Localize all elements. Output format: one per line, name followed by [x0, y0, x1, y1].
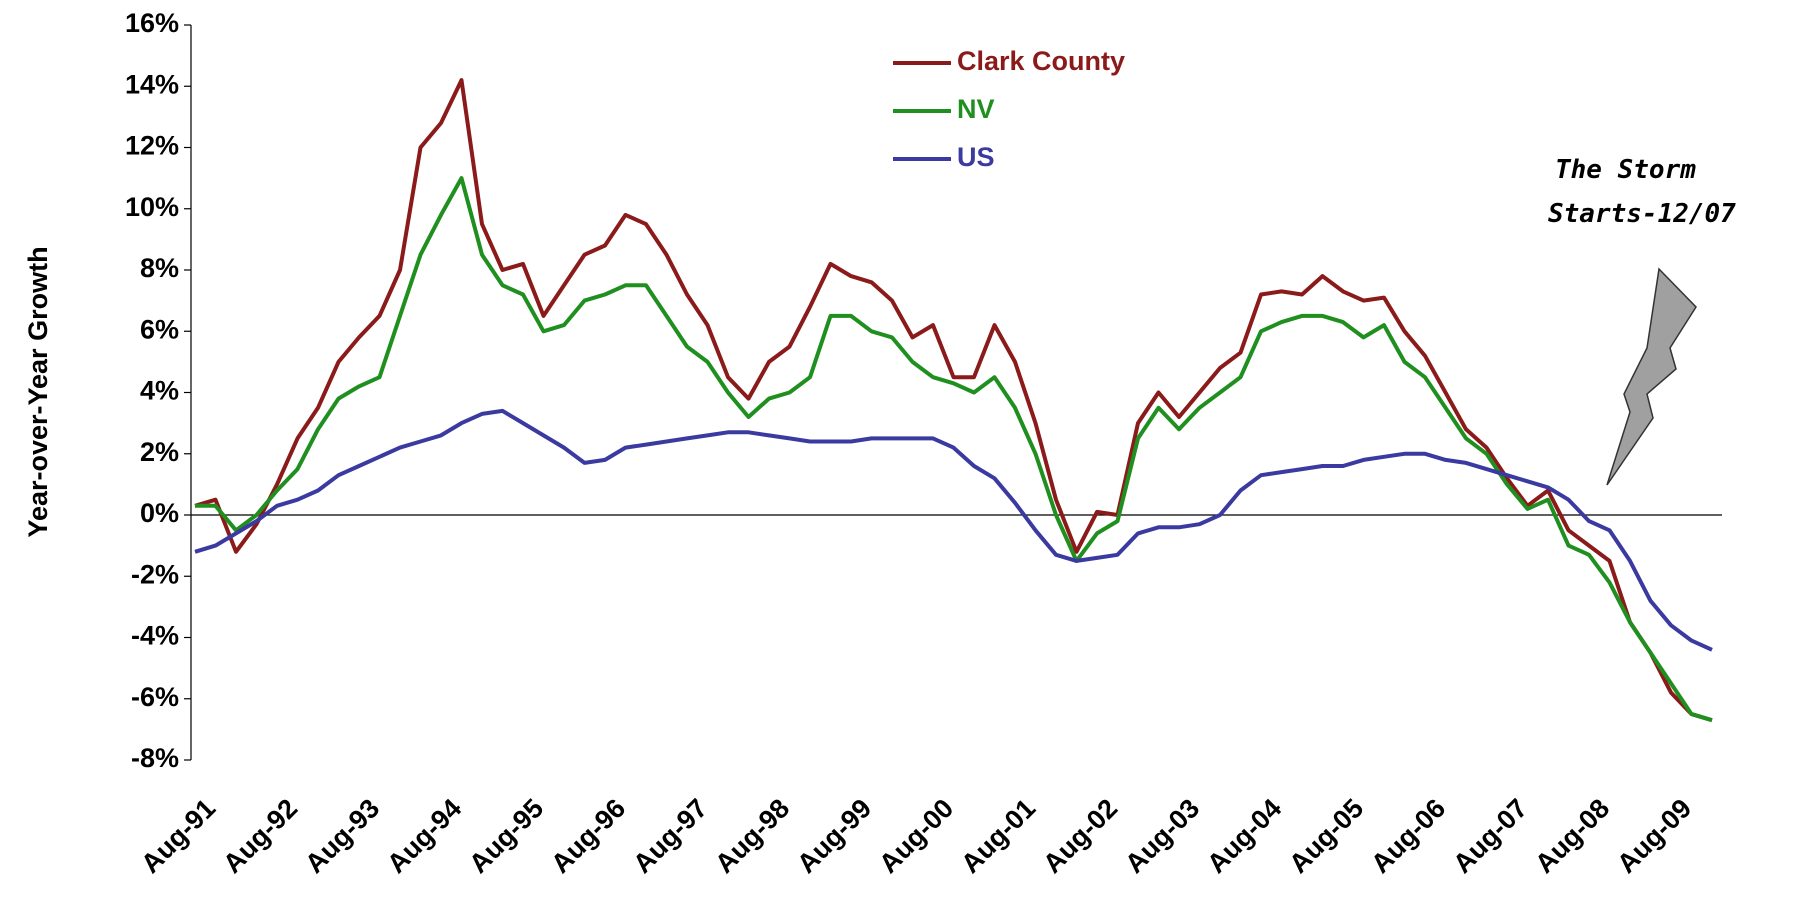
x-tick-label: Aug-07	[1447, 793, 1533, 879]
x-tick-label: Aug-91	[135, 793, 221, 879]
annotation: Starts-12/07	[1548, 199, 1736, 229]
x-tick-label: Aug-09	[1611, 793, 1697, 879]
y-tick-label: -4%	[131, 621, 179, 651]
lightning-icon	[1606, 267, 1697, 486]
x-tick-label: Aug-08	[1529, 793, 1615, 879]
y-tick-label: 14%	[125, 69, 179, 99]
y-tick-label: 12%	[125, 131, 179, 161]
series-line	[195, 176, 1713, 723]
legend-label: NV	[957, 94, 995, 124]
y-tick-label: 10%	[125, 192, 179, 222]
y-axis-title: Year-over-Year Growth	[23, 246, 53, 537]
y-tick-label: 6%	[140, 314, 179, 344]
y-tick-label: 0%	[140, 498, 179, 528]
series-line	[194, 408, 1713, 652]
y-tick-label: 2%	[140, 437, 179, 467]
x-tick-label: Aug-96	[545, 793, 631, 879]
x-tick-label: Aug-00	[873, 793, 959, 879]
x-tick-label: Aug-02	[1037, 793, 1123, 879]
y-tick-label: 4%	[140, 376, 179, 406]
y-tick-label: 8%	[140, 253, 179, 283]
legend-label: Clark County	[957, 46, 1125, 76]
x-tick-label: Aug-97	[627, 793, 713, 879]
x-tick-label: Aug-03	[1119, 793, 1205, 879]
x-tick-label: Aug-98	[709, 793, 795, 879]
x-tick-label: Aug-92	[217, 793, 303, 879]
legend-label: US	[957, 142, 995, 172]
y-tick-label: -2%	[131, 559, 179, 589]
x-tick-label: Aug-99	[791, 793, 877, 879]
x-tick-label: Aug-06	[1365, 793, 1451, 879]
y-tick-label: -6%	[131, 682, 179, 712]
x-tick-label: Aug-05	[1283, 793, 1369, 879]
annotation: The Storm	[1555, 155, 1696, 185]
x-tick-label: Aug-93	[299, 793, 385, 879]
series-line	[194, 78, 1713, 723]
x-tick-label: Aug-04	[1201, 793, 1287, 879]
x-tick-label: Aug-01	[955, 793, 1041, 879]
y-tick-label: 16%	[125, 8, 179, 38]
x-tick-label: Aug-94	[381, 793, 467, 879]
y-tick-label: -8%	[131, 743, 179, 773]
x-tick-label: Aug-95	[463, 793, 549, 879]
